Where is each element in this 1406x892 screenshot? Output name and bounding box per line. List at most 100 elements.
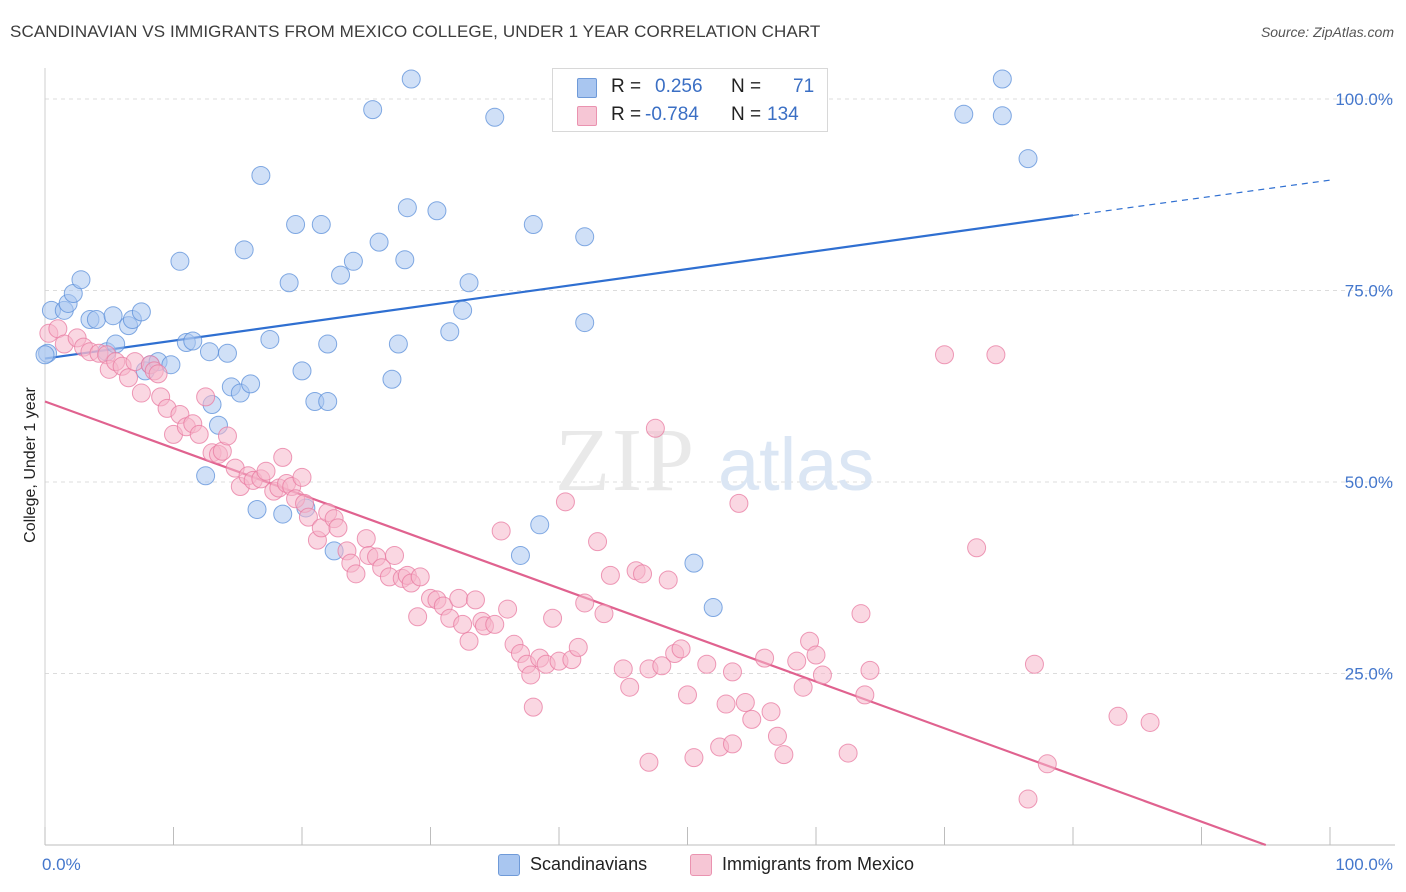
y-tick-label: 50.0% [1345, 473, 1393, 492]
n-label: N = [731, 104, 762, 125]
data-point [385, 545, 405, 565]
data-point [459, 631, 479, 651]
data-point [408, 607, 428, 627]
data-point [35, 345, 55, 365]
n-label: N = [731, 76, 762, 97]
data-point [292, 467, 312, 487]
data-point [189, 424, 209, 444]
data-point [523, 697, 543, 717]
data-point [697, 654, 717, 674]
data-point [658, 570, 678, 590]
trend-lines [44, 179, 1331, 847]
data-point [292, 361, 312, 381]
data-point [521, 665, 541, 685]
data-point [273, 504, 293, 524]
series-scandinavians [35, 69, 1038, 618]
data-point [639, 752, 659, 772]
data-point [678, 685, 697, 705]
data-point [620, 677, 640, 697]
data-point [793, 677, 813, 697]
data-point [331, 265, 351, 285]
data-point [318, 391, 338, 411]
trend-line-extension [1072, 179, 1331, 216]
data-points [35, 69, 1160, 809]
data-point [588, 532, 608, 552]
legend-swatch-scandinavians [498, 854, 520, 876]
data-point [328, 518, 348, 538]
data-point [453, 614, 473, 634]
data-point [523, 215, 543, 235]
data-point [459, 273, 479, 293]
r-value: 0.256 [655, 76, 703, 97]
data-point [427, 201, 447, 221]
source-credit: Source: ZipAtlas.com [1260, 24, 1394, 40]
data-point [397, 198, 417, 218]
data-point [491, 521, 511, 541]
data-point [119, 368, 139, 388]
data-point [148, 364, 168, 384]
data-point [755, 648, 775, 668]
data-point [1037, 754, 1057, 774]
data-point [510, 545, 530, 565]
data-point [498, 599, 518, 619]
data-point [543, 608, 563, 628]
x-tick-label: 100.0% [1335, 855, 1393, 874]
stats-box: R = 0.256 N = 71 R = -0.784 N = 134 [552, 68, 828, 132]
data-point [812, 665, 832, 685]
data-point [652, 656, 672, 676]
data-point [170, 251, 190, 271]
series-mexico [39, 319, 1160, 809]
data-point [530, 515, 550, 535]
data-point [1018, 149, 1038, 169]
data-point [575, 313, 595, 333]
axes [44, 68, 1395, 846]
data-point [131, 383, 151, 403]
data-point [183, 331, 203, 351]
data-point [1018, 789, 1038, 809]
data-point [986, 345, 1006, 365]
data-point [247, 499, 267, 519]
data-point [594, 604, 614, 624]
data-point [1108, 706, 1128, 726]
data-point [735, 693, 755, 713]
data-point [1140, 712, 1160, 732]
data-point [954, 104, 974, 124]
data-point [613, 659, 633, 679]
y-tick-label: 75.0% [1345, 282, 1393, 301]
n-value: 71 [793, 76, 815, 97]
data-point [401, 69, 421, 89]
data-point [103, 306, 123, 326]
data-point [440, 322, 460, 342]
legend-swatch-mexico [690, 854, 712, 876]
data-point [633, 564, 653, 584]
data-point [279, 273, 299, 293]
y-tick-label: 100.0% [1335, 90, 1393, 109]
data-point [410, 567, 430, 587]
y-tick-label: 25.0% [1345, 665, 1393, 684]
data-point [71, 270, 91, 290]
data-point [449, 588, 469, 608]
data-point [716, 694, 736, 714]
data-point [241, 374, 261, 394]
data-point [774, 745, 794, 765]
stats-swatch-scandinavians [577, 78, 597, 98]
data-point [131, 302, 151, 322]
data-point [318, 334, 338, 354]
data-point [855, 685, 875, 705]
data-point [86, 310, 106, 330]
data-point [485, 107, 505, 127]
legend-label: Immigrants from Mexico [722, 854, 915, 874]
legend-label: Scandinavians [530, 854, 648, 874]
data-point [298, 507, 318, 527]
data-point [703, 598, 723, 618]
data-point [311, 215, 331, 235]
data-point [787, 651, 807, 671]
data-point [575, 593, 595, 613]
data-point [967, 538, 987, 558]
data-point [251, 166, 271, 186]
data-point [722, 734, 742, 754]
data-point [256, 461, 276, 481]
data-point [234, 240, 254, 260]
data-point [346, 564, 366, 584]
